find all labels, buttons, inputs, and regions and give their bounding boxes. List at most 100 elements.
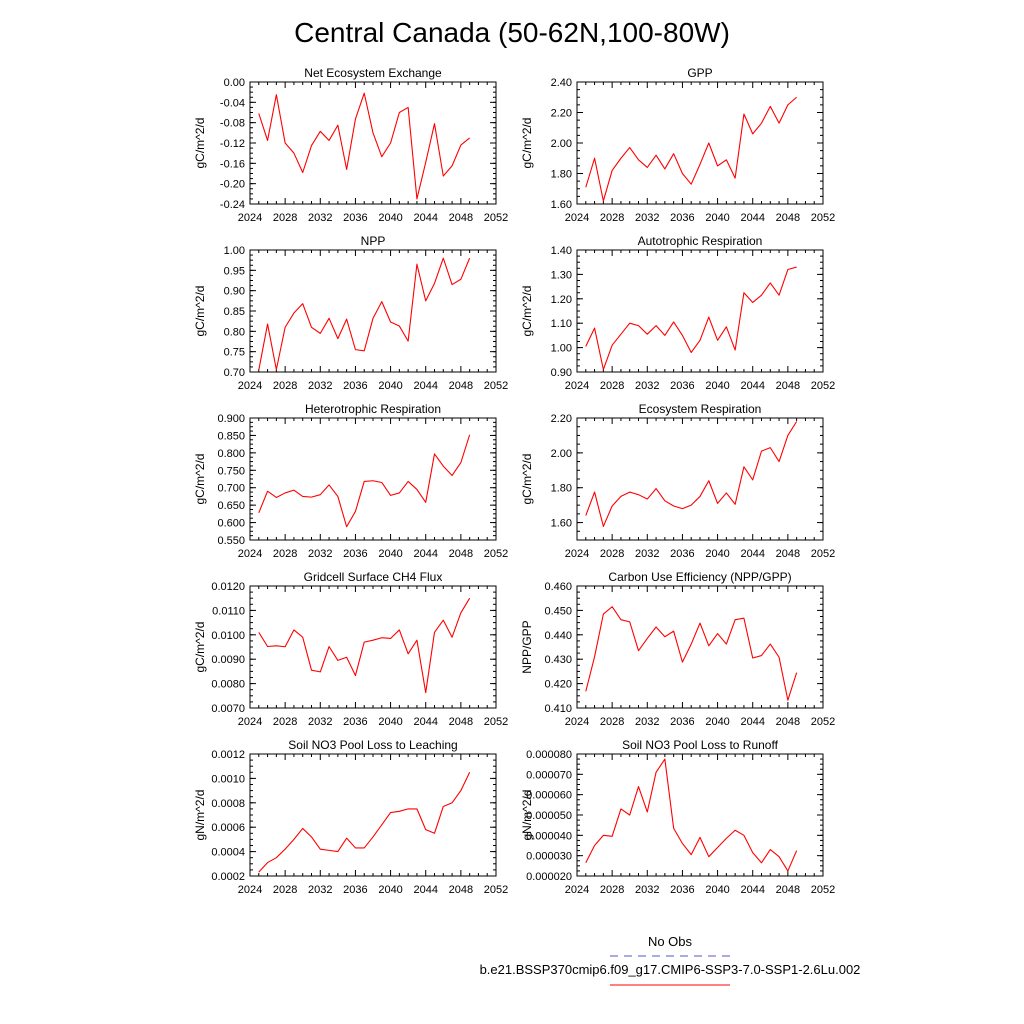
panel-title: Carbon Use Efficiency (NPP/GPP) <box>608 570 791 584</box>
x-tick-label: 2032 <box>308 212 332 224</box>
x-tick-label: 2024 <box>565 716 589 728</box>
x-tick-label: 2040 <box>378 380 402 392</box>
x-tick-label: 2040 <box>378 212 402 224</box>
y-axis-label: gC/m^2/d <box>520 454 534 505</box>
plot-frame <box>249 753 497 877</box>
y-tick-label: 0.000060 <box>526 790 572 802</box>
x-tick-label: 2024 <box>238 380 262 392</box>
x-tick-label: 2052 <box>811 212 835 224</box>
x-tick-label: 2028 <box>273 716 297 728</box>
x-tick-label: 2040 <box>378 548 402 560</box>
y-tick-label: 0.80 <box>224 326 245 338</box>
plot-frame <box>576 249 824 373</box>
x-tick-label: 2024 <box>238 548 262 560</box>
x-tick-label: 2040 <box>705 716 729 728</box>
x-tick-label: 2048 <box>776 212 800 224</box>
x-tick-label: 2044 <box>740 884 764 896</box>
x-tick-label: 2036 <box>343 380 367 392</box>
x-tick-label: 2044 <box>740 548 764 560</box>
y-tick-label: 1.80 <box>551 483 572 495</box>
x-tick-label: 2024 <box>565 212 589 224</box>
y-tick-label: 1.20 <box>551 294 572 306</box>
plot-frame <box>249 81 497 205</box>
x-tick-label: 2044 <box>413 716 437 728</box>
panel-title: GPP <box>687 66 712 80</box>
x-tick-label: 2052 <box>811 380 835 392</box>
x-tick-label: 2036 <box>670 884 694 896</box>
x-tick-label: 2044 <box>740 380 764 392</box>
y-axis-label: gC/m^2/d <box>193 118 207 169</box>
panel-2: NPP 2024 2028 2032 2036 2040 2044 2048 2052 1.00 0… <box>193 234 508 392</box>
y-tick-label: 0.0120 <box>211 581 245 593</box>
x-tick-label: 2044 <box>413 884 437 896</box>
x-tick-label: 2048 <box>449 212 473 224</box>
y-tick-label: 0.000050 <box>526 810 572 822</box>
y-tick-label: 0.0070 <box>211 703 245 715</box>
y-tick-label: 0.800 <box>217 448 245 460</box>
x-tick-label: 2036 <box>670 716 694 728</box>
x-tick-label: 2048 <box>449 380 473 392</box>
panel-title: Heterotrophic Respiration <box>305 402 441 416</box>
x-tick-label: 2040 <box>378 716 402 728</box>
x-tick-label: 2044 <box>740 212 764 224</box>
y-tick-label: 0.000020 <box>526 871 572 883</box>
panel-title: Autotrophic Respiration <box>638 234 763 248</box>
x-tick-label: 2036 <box>343 548 367 560</box>
plot-frame <box>249 249 497 373</box>
panel-title: Net Ecosystem Exchange <box>304 66 442 80</box>
y-tick-label: 1.60 <box>551 199 572 211</box>
y-tick-label: 2.00 <box>551 138 572 150</box>
y-tick-label: -0.16 <box>220 158 245 170</box>
x-tick-label: 2052 <box>484 716 508 728</box>
x-tick-label: 2040 <box>705 884 729 896</box>
y-tick-label: 0.600 <box>217 518 245 530</box>
y-tick-label: 0.0006 <box>211 822 245 834</box>
series-line <box>585 266 797 371</box>
y-tick-label: 2.20 <box>551 108 572 120</box>
y-axis-label: gC/m^2/d <box>520 118 534 169</box>
x-tick-label: 2044 <box>413 212 437 224</box>
y-tick-label: 1.40 <box>551 245 572 257</box>
panel-title: Gridcell Surface CH4 Flux <box>304 570 443 584</box>
x-tick-label: 2052 <box>484 548 508 560</box>
panel-7: Carbon Use Efficiency (NPP/GPP) 2024 2028 2… <box>520 570 835 728</box>
figure-title: Central Canada (50-62N,100-80W) <box>294 17 730 48</box>
y-tick-label: 1.60 <box>551 518 572 530</box>
panel-title: Soil NO3 Pool Loss to Runoff <box>622 738 779 752</box>
y-tick-label: 0.700 <box>217 483 245 495</box>
x-tick-label: 2036 <box>670 380 694 392</box>
x-tick-label: 2024 <box>565 548 589 560</box>
legend: No Obs b.e21.BSSP370cmip6.f09_g17.CMIP6-… <box>480 934 860 986</box>
legend-label-no-obs: No Obs <box>648 934 693 949</box>
y-tick-label: 0.000030 <box>526 851 572 863</box>
series-line <box>585 421 798 527</box>
plot-frame <box>249 417 497 541</box>
x-tick-label: 2036 <box>670 212 694 224</box>
x-tick-label: 2052 <box>484 212 508 224</box>
y-tick-label: 0.90 <box>551 367 572 379</box>
y-tick-label: 0.450 <box>544 605 572 617</box>
x-tick-label: 2024 <box>238 716 262 728</box>
y-tick-label: 0.0080 <box>211 679 245 691</box>
y-tick-label: 0.95 <box>224 265 245 277</box>
series-line <box>585 96 798 202</box>
x-tick-label: 2032 <box>635 884 659 896</box>
plot-frame <box>576 417 824 541</box>
series-line <box>258 772 471 873</box>
plot-frame <box>576 81 824 205</box>
y-tick-label: 0.85 <box>224 306 245 318</box>
y-tick-label: 0.90 <box>224 286 245 298</box>
y-tick-label: 0.850 <box>217 430 245 442</box>
x-tick-label: 2048 <box>776 884 800 896</box>
y-tick-label: 0.750 <box>217 465 245 477</box>
x-tick-label: 2052 <box>811 548 835 560</box>
x-tick-label: 2028 <box>600 884 624 896</box>
x-tick-label: 2032 <box>308 548 332 560</box>
y-tick-label: 0.460 <box>544 581 572 593</box>
y-tick-label: -0.04 <box>220 97 245 109</box>
series-line <box>585 606 798 701</box>
y-tick-label: 1.00 <box>224 245 245 257</box>
x-tick-label: 2028 <box>273 212 297 224</box>
x-tick-label: 2032 <box>635 380 659 392</box>
y-tick-label: 2.00 <box>551 448 572 460</box>
